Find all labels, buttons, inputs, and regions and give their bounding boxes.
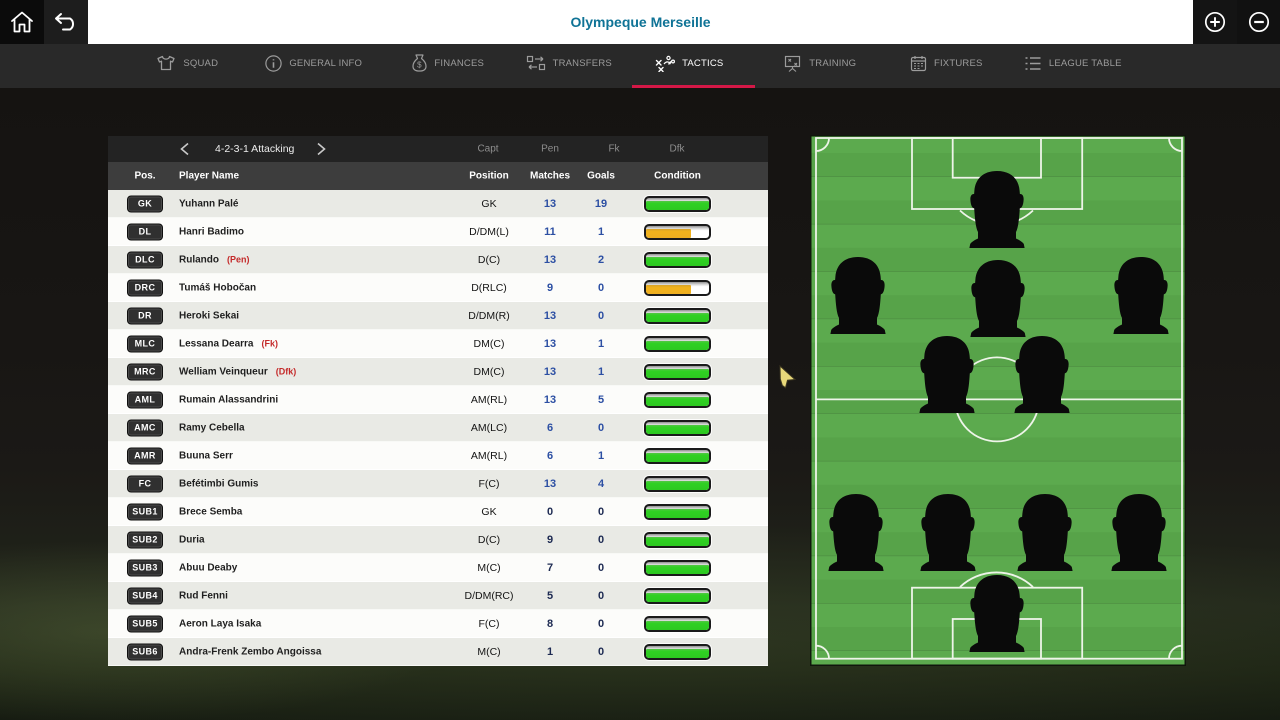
svg-text:$: $ xyxy=(418,60,423,69)
